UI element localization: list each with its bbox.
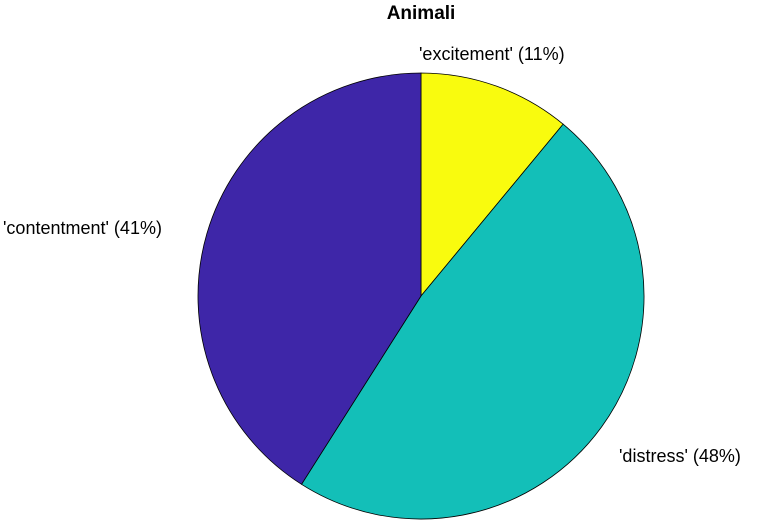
slice-label-excitement: 'excitement' (11%) [419, 44, 565, 64]
pie-slice-excitement [420, 72, 564, 298]
pie-slice-distress [300, 123, 645, 520]
pie-slices [197, 72, 645, 520]
slice-label-contentment: 'contentment' (41%) [3, 218, 162, 238]
pie-labels: 'excitement' (11%) 'distress' (48%) 'conte… [3, 44, 741, 466]
chart-title: Animali [387, 3, 456, 24]
slice-label-distress: 'distress' (48%) [619, 446, 741, 466]
pie-slice-contentment [197, 72, 422, 485]
